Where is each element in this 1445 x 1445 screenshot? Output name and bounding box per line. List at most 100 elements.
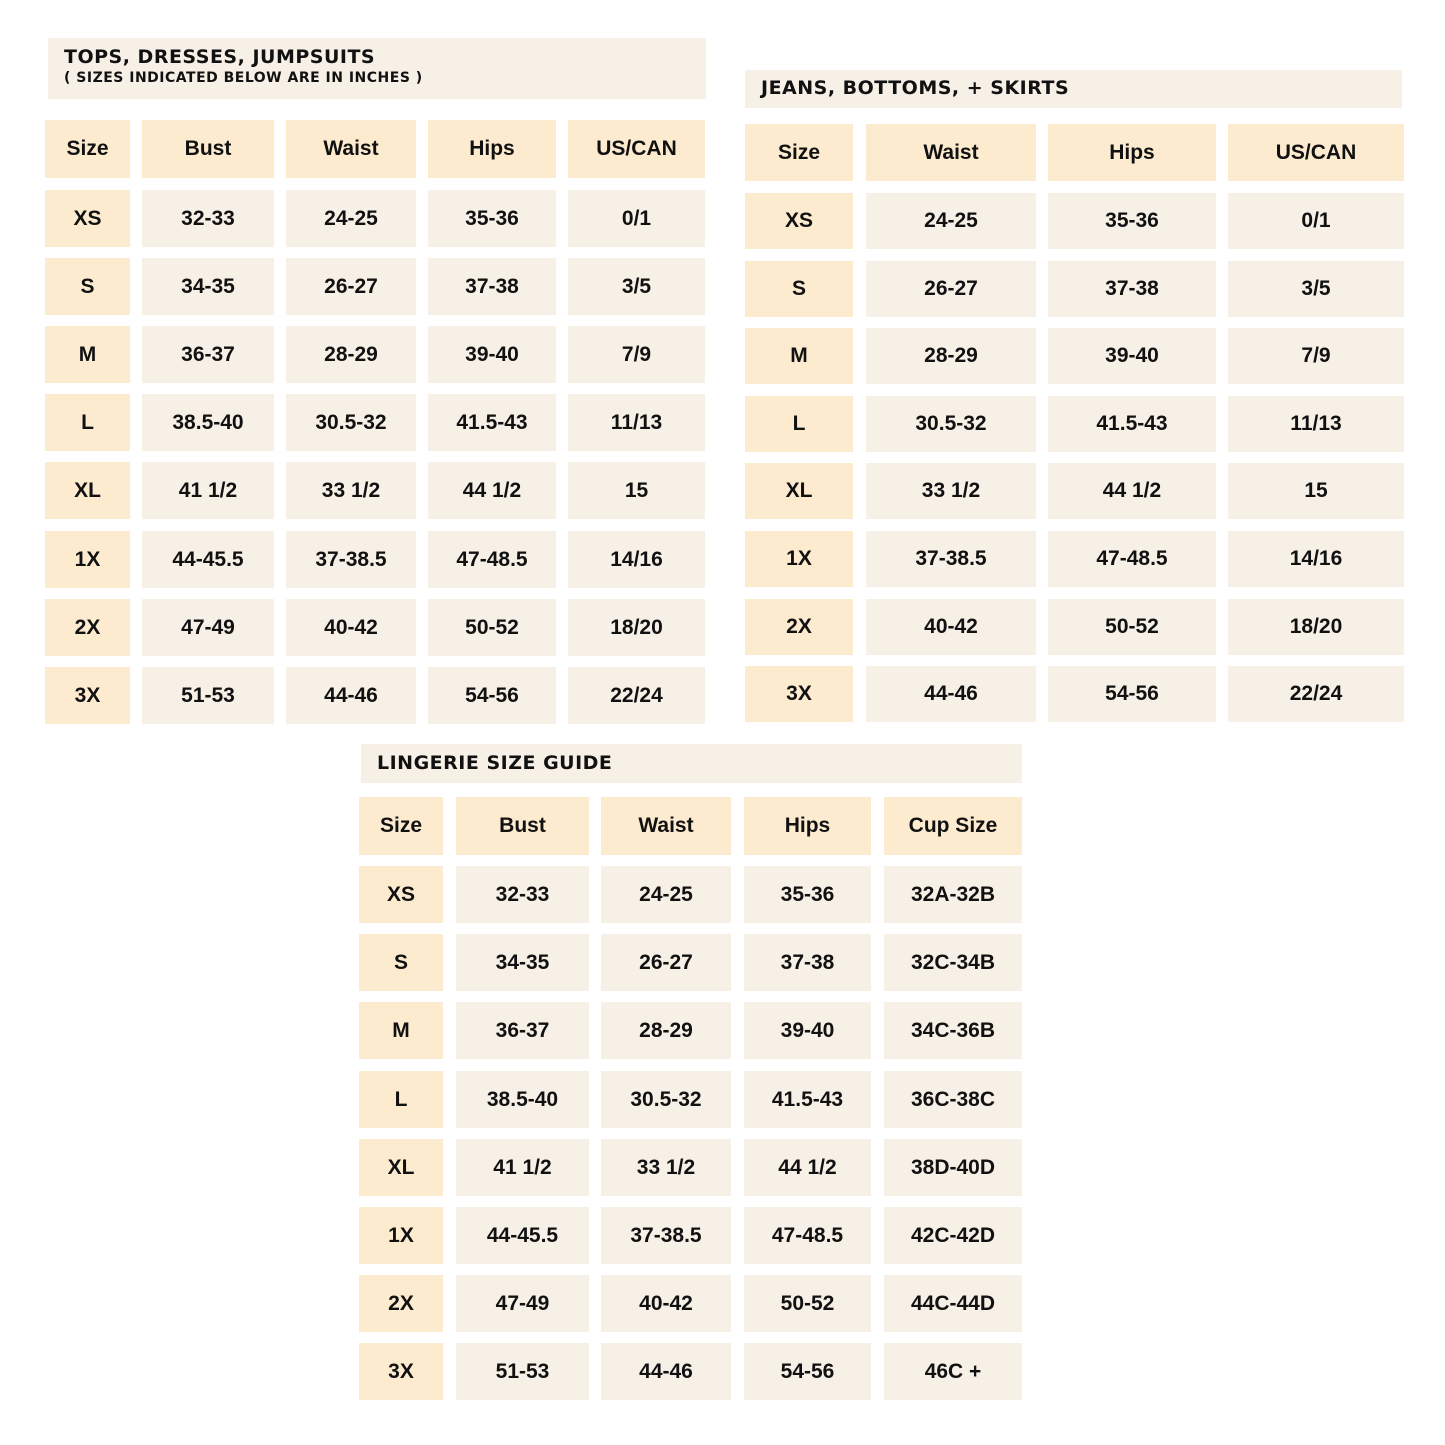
size-label-cell: 2X [359, 1275, 443, 1332]
column-header: Size [745, 124, 853, 181]
table-cell: 50-52 [1048, 599, 1216, 655]
size-label-cell: XS [45, 190, 130, 247]
table-cell: 11/13 [1228, 396, 1404, 452]
table-title-bar: TOPS, DRESSES, JUMPSUITS ( SIZES INDICATE… [48, 38, 706, 99]
table-cell: 32-33 [142, 190, 274, 247]
column-header: Hips [1048, 124, 1216, 181]
column-header: Hips [744, 797, 871, 855]
table-cell: 44-46 [866, 666, 1036, 722]
table-cell: 38D-40D [884, 1139, 1022, 1196]
table-cell: 14/16 [568, 531, 705, 588]
table-cell: 47-48.5 [1048, 531, 1216, 587]
table-cell: 7/9 [568, 326, 705, 383]
size-label-cell: 2X [45, 599, 130, 656]
table-cell: 37-38.5 [286, 531, 416, 588]
table-cell: 39-40 [1048, 328, 1216, 384]
column-header: US/CAN [568, 120, 705, 178]
table-cell: 54-56 [428, 667, 556, 724]
table-cell: 3/5 [568, 258, 705, 315]
table-cell: 42C-42D [884, 1207, 1022, 1264]
size-label-cell: M [359, 1002, 443, 1059]
table-cell: 44-46 [601, 1343, 731, 1400]
size-label-cell: M [45, 326, 130, 383]
size-label-cell: S [359, 934, 443, 991]
table-cell: 3/5 [1228, 261, 1404, 317]
table-cell: 22/24 [568, 667, 705, 724]
column-header: Bust [142, 120, 274, 178]
table-cell: 34-35 [456, 934, 589, 991]
table-cell: 41.5-43 [744, 1071, 871, 1128]
table-cell: 15 [1228, 463, 1404, 519]
size-label-cell: M [745, 328, 853, 384]
size-label-cell: L [745, 396, 853, 452]
table-cell: 37-38 [744, 934, 871, 991]
table-cell: 44-45.5 [142, 531, 274, 588]
table-cell: 41 1/2 [456, 1139, 589, 1196]
table-title: LINGERIE SIZE GUIDE [377, 752, 613, 774]
table-cell: 26-27 [601, 934, 731, 991]
table-cell: 28-29 [601, 1002, 731, 1059]
table-cell: 51-53 [142, 667, 274, 724]
table-cell: 35-36 [1048, 193, 1216, 249]
column-header: Size [45, 120, 130, 178]
table-cell: 44-46 [286, 667, 416, 724]
size-label-cell: XS [745, 193, 853, 249]
table-cell: 32C-34B [884, 934, 1022, 991]
table-cell: 32-33 [456, 866, 589, 923]
size-label-cell: XL [745, 463, 853, 519]
table-cell: 44C-44D [884, 1275, 1022, 1332]
table-cell: 51-53 [456, 1343, 589, 1400]
table-cell: 30.5-32 [866, 396, 1036, 452]
table-cell: 24-25 [601, 866, 731, 923]
table-cell: 32A-32B [884, 866, 1022, 923]
column-header: Size [359, 797, 443, 855]
table-cell: 18/20 [568, 599, 705, 656]
size-label-cell: S [745, 261, 853, 317]
table-title-bar: LINGERIE SIZE GUIDE [361, 744, 1022, 783]
table-cell: 36-37 [456, 1002, 589, 1059]
size-label-cell: S [45, 258, 130, 315]
column-header: US/CAN [1228, 124, 1404, 181]
table-cell: 7/9 [1228, 328, 1404, 384]
table-cell: 40-42 [286, 599, 416, 656]
table-cell: 37-38.5 [601, 1207, 731, 1264]
table-cell: 22/24 [1228, 666, 1404, 722]
table-cell: 18/20 [1228, 599, 1404, 655]
table-cell: 0/1 [1228, 193, 1404, 249]
table-title: TOPS, DRESSES, JUMPSUITS [64, 46, 376, 68]
size-label-cell: 1X [359, 1207, 443, 1264]
table-cell: 47-49 [142, 599, 274, 656]
table-title: JEANS, BOTTOMS, + SKIRTS [761, 77, 1070, 99]
table-cell: 33 1/2 [286, 462, 416, 519]
table-cell: 44-45.5 [456, 1207, 589, 1264]
table-cell: 24-25 [286, 190, 416, 247]
table-cell: 26-27 [866, 261, 1036, 317]
table-cell: 50-52 [744, 1275, 871, 1332]
table-cell: 30.5-32 [286, 394, 416, 451]
size-label-cell: 2X [745, 599, 853, 655]
table-cell: 30.5-32 [601, 1071, 731, 1128]
column-header: Waist [866, 124, 1036, 181]
table-cell: 54-56 [1048, 666, 1216, 722]
table-cell: 37-38.5 [866, 531, 1036, 587]
size-label-cell: 1X [745, 531, 853, 587]
table-cell: 44 1/2 [1048, 463, 1216, 519]
size-label-cell: XS [359, 866, 443, 923]
size-label-cell: 1X [45, 531, 130, 588]
column-header: Hips [428, 120, 556, 178]
column-header: Bust [456, 797, 589, 855]
table-cell: 35-36 [744, 866, 871, 923]
column-header: Waist [286, 120, 416, 178]
table-cell: 11/13 [568, 394, 705, 451]
table-cell: 39-40 [744, 1002, 871, 1059]
table-cell: 41.5-43 [1048, 396, 1216, 452]
table-cell: 41 1/2 [142, 462, 274, 519]
table-cell: 14/16 [1228, 531, 1404, 587]
table-cell: 34-35 [142, 258, 274, 315]
table-cell: 26-27 [286, 258, 416, 315]
table-cell: 33 1/2 [601, 1139, 731, 1196]
table-title-bar: JEANS, BOTTOMS, + SKIRTS [745, 70, 1402, 108]
table-cell: 35-36 [428, 190, 556, 247]
table-subtitle: ( SIZES INDICATED BELOW ARE IN INCHES ) [64, 70, 423, 86]
table-cell: 44 1/2 [428, 462, 556, 519]
